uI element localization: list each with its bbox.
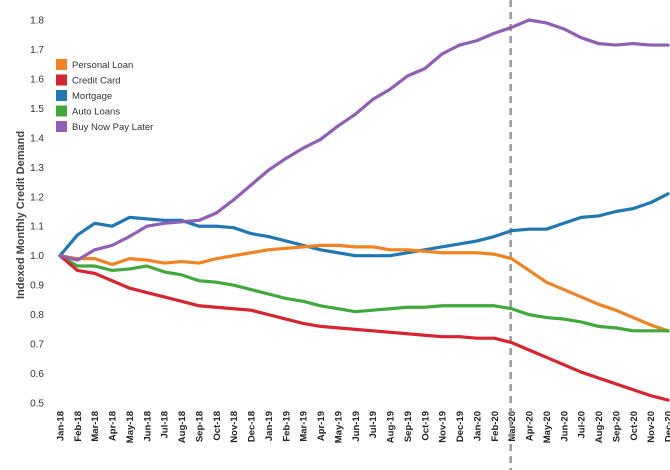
- legend: Personal Loan Credit Card Mortgage Auto Loa…: [52, 55, 162, 137]
- x-tick-label: Sep-18: [194, 411, 205, 442]
- series-line-mortgage: [58, 192, 670, 258]
- legend-label: Mortgage: [72, 91, 112, 102]
- x-tick-label: Oct-19: [420, 411, 431, 441]
- legend-swatch: [56, 74, 67, 86]
- x-tick-label: Feb-18: [73, 411, 84, 442]
- x-tick-labels: Jan-18 Feb-18 Mar-18 Apr-18 May-18 Jun-18 Jul-…: [56, 411, 670, 443]
- x-tick-label: Jan-18: [56, 411, 67, 441]
- x-tick-label: Oct-18: [212, 411, 223, 441]
- x-tick-label: Mar-20: [507, 411, 518, 442]
- x-tick-label: Dec-19: [455, 411, 466, 442]
- x-tick-label: Nov-18: [229, 411, 240, 443]
- x-tick-label: Sep-20: [611, 411, 622, 442]
- x-tick-label: Dec-18: [247, 411, 258, 442]
- x-tick-label: Apr-19: [316, 411, 327, 441]
- x-tick-label: May-18: [125, 411, 136, 443]
- legend-label: Personal Loan: [72, 60, 133, 71]
- legend-label: Auto Loans: [72, 107, 120, 118]
- series-line-auto-loans: [58, 254, 670, 333]
- x-tick-label: Feb-19: [281, 411, 292, 442]
- x-tick-label: Apr-18: [108, 411, 119, 441]
- y-tick-label: 1.5: [30, 104, 44, 115]
- x-tick-label: May-20: [542, 411, 553, 443]
- legend-background: [52, 55, 162, 137]
- y-tick-label: 0.5: [30, 399, 44, 410]
- y-tick-label: 1.3: [30, 163, 44, 174]
- series-line-credit-card: [58, 254, 670, 402]
- y-tick-label: 1.6: [30, 74, 44, 85]
- x-tick-label: Jun-20: [559, 411, 570, 442]
- y-tick-labels: 0.5 0.6 0.7 0.8 0.9 1.0 1.1 1.2 1.3 1.4 1.5 1.6 1.7 1…: [30, 16, 44, 410]
- y-tick-label: 0.6: [30, 369, 44, 380]
- x-tick-label: Nov-20: [646, 411, 657, 443]
- y-tick-label: 1.1: [30, 222, 44, 233]
- legend-label: Buy Now Pay Later: [72, 122, 153, 133]
- y-tick-label: 1.0: [30, 251, 44, 262]
- y-tick-label: 0.7: [30, 340, 44, 351]
- y-tick-label: 1.7: [30, 45, 44, 56]
- x-tick-label: Jun-18: [142, 411, 153, 442]
- y-tick-label: 0.9: [30, 281, 44, 292]
- y-tick-label: 0.8: [30, 310, 44, 321]
- x-tick-label: Aug-18: [177, 411, 188, 443]
- x-tick-label: Jul-19: [368, 411, 379, 438]
- x-tick-label: Mar-19: [299, 411, 310, 442]
- x-tick-label: Jul-20: [577, 411, 588, 438]
- x-tick-label: Dec-20: [664, 411, 670, 442]
- x-tick-label: Jun-19: [351, 411, 362, 442]
- legend-swatch: [56, 59, 67, 70]
- y-tick-label: 1.4: [30, 133, 44, 144]
- x-tick-label: Jul-18: [160, 411, 171, 438]
- series-line-buy-now-pay-later: [58, 18, 670, 262]
- legend-swatch: [56, 105, 67, 117]
- y-axis-title: Indexed Monthly Credit Demand: [15, 131, 27, 299]
- x-tick-label: Nov-19: [438, 411, 449, 443]
- x-tick-label: Mar-18: [90, 411, 101, 442]
- legend-swatch: [56, 90, 67, 101]
- x-tick-label: May-19: [333, 411, 344, 443]
- y-tick-label: 1.8: [30, 16, 44, 27]
- x-tick-label: Feb-20: [490, 411, 501, 442]
- x-tick-label: Jan-20: [472, 411, 483, 441]
- x-tick-label: Jan-19: [264, 411, 275, 441]
- x-tick-label: Oct-20: [629, 411, 640, 441]
- y-axis-label: Indexed Monthly Credit Demand: [15, 131, 27, 299]
- series-lines: [58, 18, 670, 402]
- legend-label: Credit Card: [72, 76, 121, 87]
- legend-swatch: [56, 121, 67, 132]
- x-tick-label: Aug-20: [594, 411, 605, 443]
- x-tick-label: Apr-20: [525, 411, 536, 441]
- y-tick-label: 1.2: [30, 192, 44, 203]
- series-line-personal-loan: [58, 243, 670, 333]
- x-tick-label: Aug-19: [386, 411, 397, 443]
- x-tick-label: Sep-19: [403, 411, 414, 442]
